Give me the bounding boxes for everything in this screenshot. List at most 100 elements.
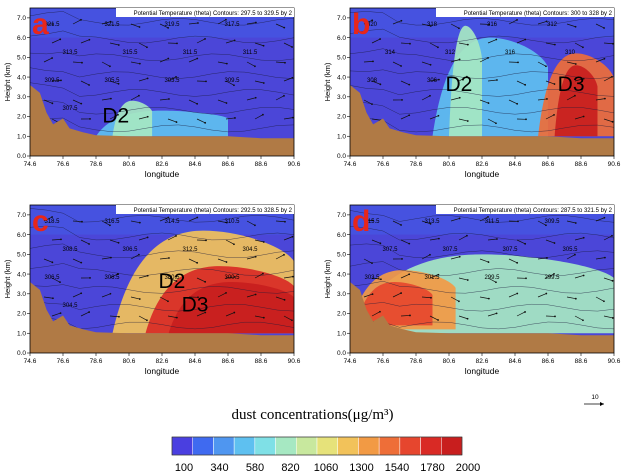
wind-vector: [159, 98, 169, 101]
colorbar-swatch: [171, 436, 193, 456]
wind-vector: [43, 57, 53, 63]
wind-vector-head: [204, 121, 207, 124]
contour-label: 314.5: [164, 219, 180, 225]
colorbar-swatch: [275, 436, 297, 456]
wind-vector-head: [138, 94, 140, 97]
colorbar-swatch: [441, 436, 463, 456]
x-tick-label: 76.6: [57, 161, 70, 168]
wind-vector: [72, 19, 82, 25]
wind-vector-head: [516, 261, 519, 264]
wind-vector-head: [429, 222, 432, 225]
wind-vector: [80, 311, 90, 317]
colorbar-swatch: [316, 436, 338, 456]
wind-vector: [167, 118, 177, 123]
wind-vector: [566, 23, 576, 28]
x-tick-label: 86.6: [542, 358, 555, 365]
wind-vector-head: [371, 103, 373, 106]
contour-label: 321.5: [44, 22, 60, 28]
isentrope-line: [30, 243, 294, 258]
wind-vector-head: [254, 255, 257, 258]
contour-label: 316.5: [104, 219, 120, 225]
y-tick-label: 5.0: [17, 55, 26, 62]
wind-vector-head: [52, 297, 54, 300]
wind-vector-head: [80, 18, 82, 21]
wind-vector-head: [197, 22, 199, 24]
wind-vector-head: [262, 241, 265, 243]
wind-vector: [392, 61, 402, 67]
contour-label: 305.5: [562, 247, 578, 253]
wind-vector-head: [204, 280, 207, 283]
wind-vector-head: [205, 80, 207, 83]
contour-label: 312: [445, 50, 456, 56]
wind-vector-head: [582, 115, 585, 118]
wind-vector-head: [117, 82, 120, 85]
contour-label: 310: [565, 50, 576, 56]
wind-vector: [138, 42, 148, 48]
y-tick-label: 3.0: [337, 291, 346, 298]
wind-vector-head: [196, 102, 199, 105]
wind-vector-head: [89, 277, 91, 279]
wind-vector-head: [487, 57, 489, 59]
wind-vector: [450, 256, 460, 260]
wind-vector-head: [516, 19, 518, 21]
wind-vector: [196, 118, 206, 124]
isentrope-line: [30, 284, 294, 294]
wind-vector: [130, 220, 140, 224]
wind-vector: [363, 99, 373, 105]
isentrope-line: [350, 243, 614, 258]
wind-vector-head: [553, 242, 556, 244]
wind-vector-head: [495, 38, 498, 41]
wind-vector-head: [574, 297, 577, 300]
y-tick-label: 4.0: [337, 74, 346, 81]
wind-vector: [225, 40, 235, 44]
wind-vector-head: [437, 237, 440, 240]
wind-vector: [429, 42, 439, 48]
x-tick-label: 76.6: [377, 161, 390, 168]
wind-vector: [371, 311, 381, 317]
contour-label: 315.5: [364, 219, 380, 225]
wind-vector-head: [611, 234, 613, 237]
wind-vector-head: [516, 292, 519, 295]
wind-vector-head: [167, 26, 170, 29]
terrain: [350, 282, 614, 353]
x-tick-label: 82.6: [476, 161, 489, 168]
wind-vector: [574, 315, 584, 321]
y-tick-label: 0.0: [17, 153, 26, 160]
isentrope-line: [30, 314, 294, 330]
wind-vector-head: [80, 261, 83, 264]
wind-vector-head: [582, 77, 585, 80]
wind-vector-head: [371, 19, 374, 22]
wind-vector: [450, 218, 460, 222]
contour-label: 312.5: [182, 247, 198, 253]
wind-vector-head: [517, 220, 519, 223]
wind-vector-head: [138, 298, 141, 300]
x-tick-label: 80.6: [443, 358, 456, 365]
plot-area: 320 318 316 312 314 312 316 310 308 306: [350, 8, 614, 156]
contour-label: 316: [505, 50, 516, 56]
wind-vector: [72, 220, 82, 223]
terrain: [30, 282, 294, 353]
wind-vector-head: [582, 46, 584, 49]
wind-vector: [275, 254, 285, 260]
wind-vector: [487, 79, 497, 82]
x-tick-label: 84.6: [509, 161, 522, 168]
y-tick-label: 2.0: [17, 114, 26, 121]
y-tick-label: 6.0: [337, 232, 346, 239]
wind-vector-head: [225, 292, 227, 294]
wind-vector: [392, 292, 402, 298]
wind-vector-head: [283, 94, 285, 97]
wind-vector-head: [574, 63, 577, 65]
isentrope-line: [350, 11, 614, 26]
wind-vector: [80, 239, 90, 245]
colorbar-tick-label: 1300: [349, 462, 373, 474]
y-tick-label: 4.0: [337, 271, 346, 278]
wind-vector: [138, 315, 148, 321]
wind-vector-head: [466, 234, 468, 237]
wind-vector-head: [176, 42, 178, 45]
wind-vector-head: [233, 84, 235, 87]
colorbar: 100 340 580 820 1060 1300 1540 1780 2000: [171, 436, 480, 474]
wind-vector-head: [379, 242, 382, 245]
contour-label: 311.5: [183, 50, 198, 56]
contour-label: 299.5: [544, 275, 560, 281]
y-tick-label: 6.0: [17, 232, 26, 239]
